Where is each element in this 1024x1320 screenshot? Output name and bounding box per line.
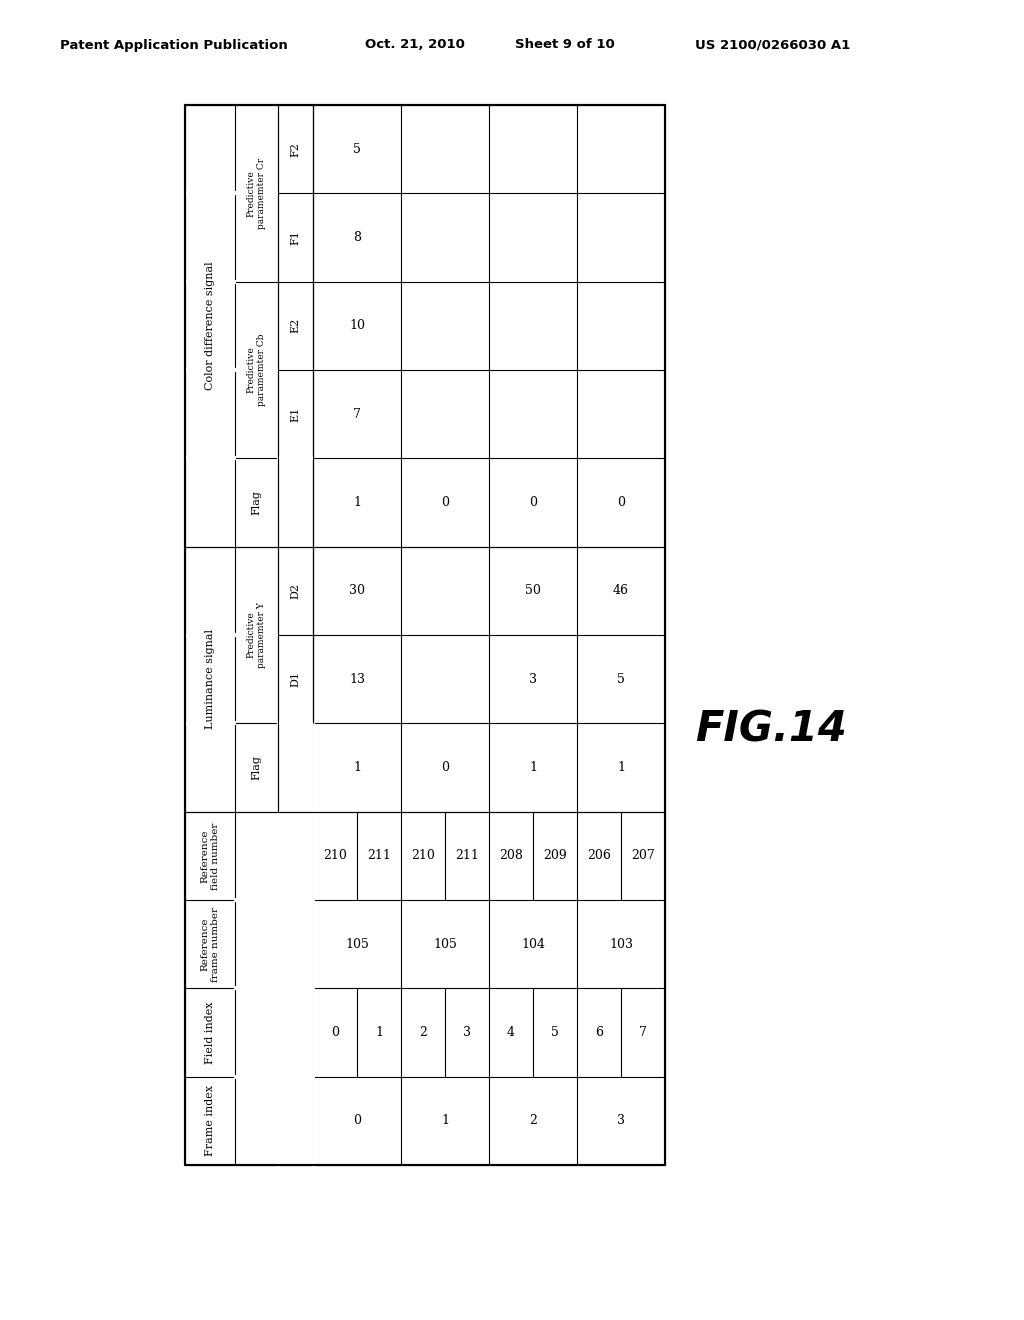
Text: 0: 0 <box>331 1026 339 1039</box>
Text: 1: 1 <box>617 762 625 774</box>
Text: 211: 211 <box>455 849 479 862</box>
Text: 208: 208 <box>499 849 523 862</box>
Text: Flag: Flag <box>252 755 261 780</box>
Text: Sheet 9 of 10: Sheet 9 of 10 <box>515 38 614 51</box>
Text: Field index: Field index <box>205 1002 215 1064</box>
Text: 0: 0 <box>441 496 449 510</box>
Text: 2: 2 <box>419 1026 427 1039</box>
Text: 207: 207 <box>631 849 655 862</box>
Text: D2: D2 <box>291 583 300 599</box>
Text: 210: 210 <box>411 849 435 862</box>
Text: Patent Application Publication: Patent Application Publication <box>60 38 288 51</box>
Text: 3: 3 <box>463 1026 471 1039</box>
Text: 206: 206 <box>587 849 611 862</box>
Text: FIG.14: FIG.14 <box>695 709 847 751</box>
Text: 4: 4 <box>507 1026 515 1039</box>
Text: 5: 5 <box>551 1026 559 1039</box>
Text: Predictive
paramemter Cr: Predictive paramemter Cr <box>247 158 266 228</box>
Text: 1: 1 <box>353 496 361 510</box>
Text: 1: 1 <box>375 1026 383 1039</box>
Text: Predictive
paramemter Y: Predictive paramemter Y <box>247 602 266 668</box>
Text: 5: 5 <box>353 143 360 156</box>
Text: 5: 5 <box>617 673 625 685</box>
Text: 10: 10 <box>349 319 365 333</box>
Text: 0: 0 <box>617 496 625 510</box>
Text: 105: 105 <box>433 937 457 950</box>
Text: US 2100/0266030 A1: US 2100/0266030 A1 <box>695 38 850 51</box>
Text: 103: 103 <box>609 937 633 950</box>
Text: 211: 211 <box>367 849 391 862</box>
Text: D1: D1 <box>291 671 300 688</box>
Text: 1: 1 <box>353 762 361 774</box>
Text: 3: 3 <box>529 673 537 685</box>
Text: 7: 7 <box>639 1026 647 1039</box>
Text: Reference
field number: Reference field number <box>201 822 220 890</box>
Text: Flag: Flag <box>252 490 261 515</box>
Text: 3: 3 <box>617 1114 625 1127</box>
Text: Luminance signal: Luminance signal <box>205 630 215 729</box>
Text: 0: 0 <box>529 496 537 510</box>
Text: 2: 2 <box>529 1114 537 1127</box>
Text: 6: 6 <box>595 1026 603 1039</box>
Text: 7: 7 <box>353 408 360 421</box>
Text: 50: 50 <box>525 585 541 598</box>
Text: 0: 0 <box>353 1114 361 1127</box>
Text: 209: 209 <box>543 849 567 862</box>
Text: 210: 210 <box>323 849 347 862</box>
Text: 30: 30 <box>349 585 365 598</box>
Text: F1: F1 <box>291 230 300 246</box>
Text: Color difference signal: Color difference signal <box>205 261 215 391</box>
Text: Frame index: Frame index <box>205 1085 215 1156</box>
Text: E1: E1 <box>291 407 300 422</box>
Text: 105: 105 <box>345 937 369 950</box>
Text: 8: 8 <box>353 231 361 244</box>
Text: Reference
frame number: Reference frame number <box>201 907 220 982</box>
Text: Predictive
paramemter Cb: Predictive paramemter Cb <box>247 334 266 407</box>
Text: F2: F2 <box>291 141 300 157</box>
Text: 46: 46 <box>613 585 629 598</box>
Text: 13: 13 <box>349 673 365 685</box>
Text: 1: 1 <box>441 1114 449 1127</box>
Text: Oct. 21, 2010: Oct. 21, 2010 <box>365 38 465 51</box>
Text: 104: 104 <box>521 937 545 950</box>
Text: 1: 1 <box>529 762 537 774</box>
Text: 0: 0 <box>441 762 449 774</box>
Bar <box>185 106 665 1166</box>
Text: E2: E2 <box>291 318 300 334</box>
